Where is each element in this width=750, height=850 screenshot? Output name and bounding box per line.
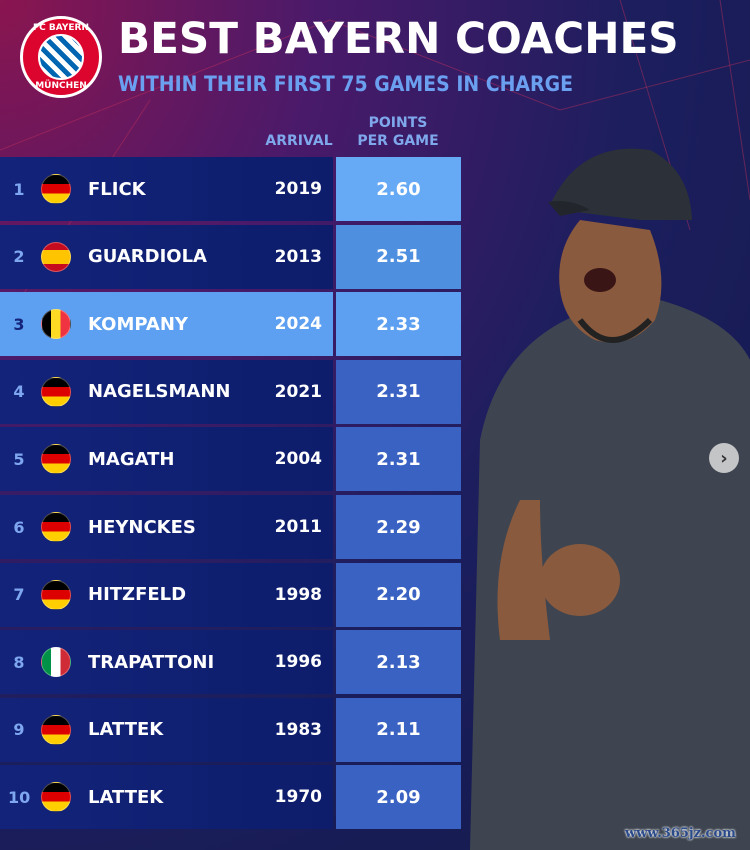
arrival-year: 2013	[274, 246, 322, 267]
page-subtitle: WITHIN THEIR FIRST 75 GAMES IN CHARGE	[118, 72, 574, 96]
germany-flag-icon	[41, 444, 71, 475]
coach-name: FLICK	[88, 178, 146, 200]
arrival-year: 1970	[274, 787, 322, 808]
row-main-cell: 10 LATTEK 1970	[0, 765, 333, 830]
coach-name: LATTEK	[88, 719, 164, 741]
chevron-right-icon: ›	[720, 447, 728, 469]
arrival-year: 2019	[274, 179, 322, 199]
points-per-game: 2.29	[336, 495, 461, 559]
points-per-game: 2.31	[336, 359, 461, 424]
logo-text-top: FC BAYERN	[33, 23, 89, 33]
arrival-year: 2004	[274, 449, 322, 470]
table-row: 8 TRAPATTONI 1996 2.13	[0, 630, 461, 695]
table-row: 7 HITZFELD 1998 2.20	[0, 562, 461, 627]
row-main-cell: 4 NAGELSMANN 2021	[0, 359, 333, 424]
table-row: 1 FLICK 2019 2.60	[0, 157, 461, 221]
spain-flag-icon	[41, 241, 71, 272]
coach-name: GUARDIOLA	[88, 246, 207, 268]
belgium-flag-icon	[41, 309, 71, 340]
coach-name: NAGELSMANN	[88, 381, 231, 403]
row-main-cell: 7 HITZFELD 1998	[0, 562, 333, 627]
points-per-game: 2.33	[336, 292, 461, 357]
germany-flag-icon	[41, 512, 71, 542]
coach-name: KOMPANY	[88, 313, 188, 335]
italy-flag-icon	[41, 647, 71, 678]
table-row: 4 NAGELSMANN 2021 2.31	[0, 359, 461, 424]
coach-name: HEYNCKES	[88, 516, 196, 538]
table-row: 2 GUARDIOLA 2013 2.51	[0, 224, 461, 289]
row-main-cell: 6 HEYNCKES 2011	[0, 495, 333, 559]
points-per-game: 2.51	[336, 224, 461, 289]
column-header-arrival: ARRIVAL	[265, 133, 333, 149]
fc-bayern-logo: FC BAYERN MÜNCHEN	[20, 16, 102, 98]
rank: 3	[13, 314, 25, 334]
table-row: 10 LATTEK 1970 2.09	[0, 765, 461, 830]
points-per-game: 2.13	[336, 630, 461, 695]
germany-flag-icon	[41, 714, 71, 745]
rank: 8	[13, 652, 25, 672]
coach-photo	[470, 148, 750, 850]
germany-flag-icon	[41, 174, 71, 204]
row-main-cell: 2 GUARDIOLA 2013	[0, 224, 333, 289]
rank: 4	[13, 382, 25, 402]
points-per-game: 2.11	[336, 697, 461, 762]
arrival-year: 2021	[274, 381, 322, 402]
coach-name: MAGATH	[88, 448, 175, 470]
arrival-year: 1983	[274, 719, 322, 740]
row-main-cell: 1 FLICK 2019	[0, 157, 333, 221]
rank: 5	[13, 449, 25, 469]
row-main-cell: 8 TRAPATTONI 1996	[0, 630, 333, 695]
arrival-year: 1996	[274, 652, 322, 673]
germany-flag-icon	[41, 376, 71, 407]
coach-name: TRAPATTONI	[88, 651, 215, 673]
coach-name: HITZFELD	[88, 584, 187, 606]
points-per-game: 2.09	[336, 765, 461, 830]
row-main-cell: 3 KOMPANY 2024	[0, 292, 333, 357]
germany-flag-icon	[41, 782, 71, 813]
row-main-cell: 5 MAGATH 2004	[0, 427, 333, 492]
rank: 9	[13, 720, 25, 740]
points-per-game: 2.31	[336, 427, 461, 492]
coach-name: LATTEK	[88, 786, 164, 808]
arrival-year: 1998	[274, 584, 322, 605]
table-row: 5 MAGATH 2004 2.31	[0, 427, 461, 492]
ppg-header-line1: POINTS	[368, 115, 428, 131]
rank: 1	[13, 179, 25, 199]
arrival-year: 2011	[274, 517, 322, 537]
logo-text-bottom: MÜNCHEN	[35, 81, 87, 91]
arrival-year: 2024	[274, 314, 322, 335]
ppg-header-line2: PER GAME	[357, 133, 439, 149]
row-main-cell: 9 LATTEK 1983	[0, 697, 333, 762]
table-row: 6 HEYNCKES 2011 2.29	[0, 495, 461, 559]
table-row: 9 LATTEK 1983 2.11	[0, 697, 461, 762]
column-header-ppg: POINTS PER GAME	[352, 114, 444, 150]
page-title: BEST BAYERN COACHES	[118, 14, 679, 64]
table-row: 3 KOMPANY 2024 2.33	[0, 292, 461, 357]
rank: 6	[13, 517, 25, 537]
watermark: www.365jz.com	[625, 826, 736, 841]
next-slide-button[interactable]: ›	[709, 443, 739, 473]
points-per-game: 2.60	[336, 157, 461, 221]
points-per-game: 2.20	[336, 562, 461, 627]
rank: 10	[8, 787, 31, 807]
rank: 7	[13, 585, 25, 605]
rank: 2	[13, 247, 25, 267]
germany-flag-icon	[41, 579, 71, 610]
